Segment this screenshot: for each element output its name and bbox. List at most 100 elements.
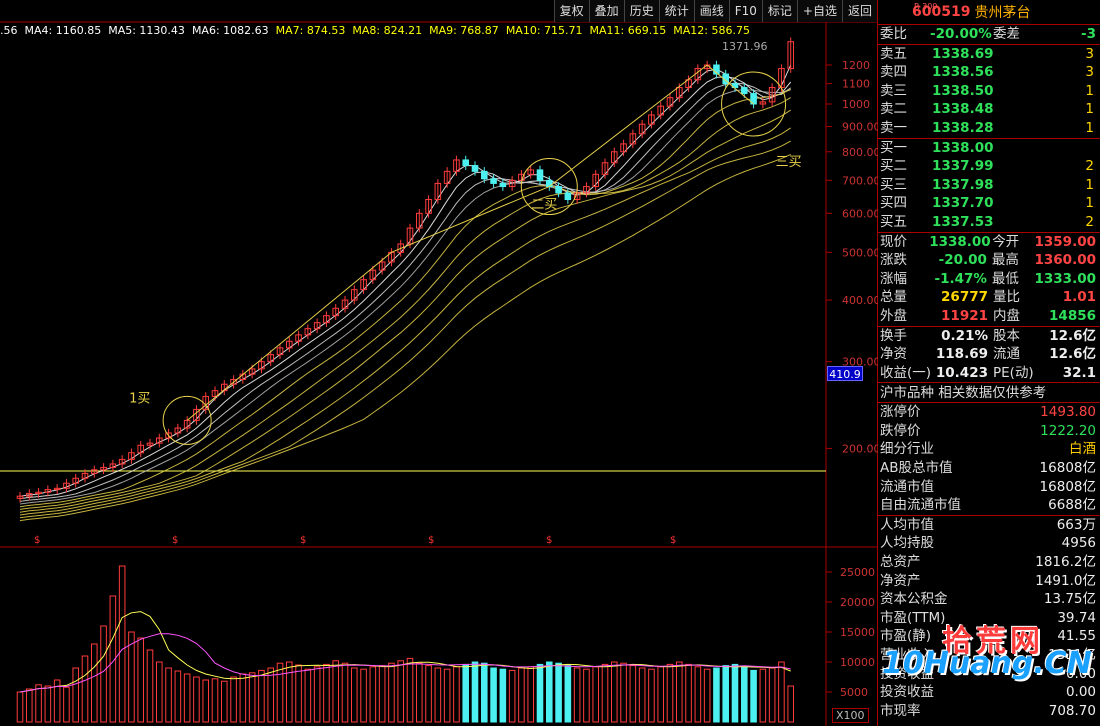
bid-label: 买三: [880, 176, 907, 193]
volume-bar: [592, 666, 600, 723]
trend-arrow-line: [548, 64, 708, 187]
volume-bar: [304, 668, 312, 723]
volume-bar: [685, 663, 692, 723]
ref-label: 涨停价: [880, 404, 921, 421]
toolbar-button-4[interactable]: 画线: [693, 0, 729, 22]
candle-body: [406, 227, 414, 245]
candle-body: [564, 192, 572, 201]
volume-bar: [35, 684, 42, 723]
ma-legend-item-6: MA9: 768.87: [429, 24, 499, 37]
kline-chart-area[interactable]: 1200 1100 1000 900.00 800.00 700.00 600.00 500.…: [0, 0, 878, 726]
toolbar-button-7[interactable]: +自选: [796, 0, 842, 22]
event-marker-icon: $: [34, 535, 40, 546]
ref-row-3: AB股总市值 16808亿: [878, 459, 1100, 478]
watermark-bottom: 10Huang.CN: [882, 646, 1092, 681]
volume-bar: [768, 667, 776, 723]
quote-value-2: 1359.00: [1034, 233, 1097, 250]
ref2-row-10: 市现率 708.70: [878, 702, 1100, 721]
volume-bar: [620, 662, 627, 723]
ref2-label: 资本公积金: [880, 591, 948, 608]
ref2-label: 人均市值: [880, 516, 934, 533]
toolbar-button-0[interactable]: 复权: [553, 0, 589, 22]
bid-volume: 1: [1085, 176, 1094, 193]
high-price-annotation: 1371.96: [722, 40, 768, 53]
candle-body: [434, 182, 442, 201]
quote-label: 外盘: [880, 307, 907, 324]
candle-body: [518, 173, 525, 181]
ref2-label: 市现率: [880, 702, 921, 719]
volume-bar: [388, 662, 395, 723]
ask-price: 1338.48: [932, 101, 994, 118]
candle-body: [620, 143, 627, 153]
candle-body: [44, 489, 52, 493]
toolbar-button-8[interactable]: 返回: [841, 0, 877, 22]
toolbar-button-5[interactable]: F10: [728, 0, 762, 22]
candle-body: [91, 469, 98, 474]
price-tick-label: 1000: [842, 98, 870, 111]
candle-body: [592, 173, 600, 188]
event-marker-icon: $: [670, 535, 676, 546]
volume-bar: [239, 673, 247, 723]
volume-bar: [462, 663, 469, 723]
candle-body: [508, 179, 516, 188]
toolbar-button-2[interactable]: 历史: [623, 0, 659, 22]
buy-point-circle: [721, 71, 787, 137]
ask-label: 卖二: [880, 101, 907, 118]
candle-body: [527, 169, 535, 175]
quote-label: 现价: [880, 233, 907, 250]
candle-body: [425, 199, 432, 214]
ask-row-4[interactable]: 卖一 1338.28 1: [878, 119, 1100, 138]
ref2-label: 人均持股: [880, 535, 934, 552]
bid-row-2[interactable]: 买三 1337.98 1: [878, 176, 1100, 195]
candle-body: [109, 463, 117, 468]
volume-bar: [406, 657, 414, 723]
ask-row-0[interactable]: 卖五 1338.69 3: [878, 45, 1100, 64]
volume-tick-label: 15000: [840, 626, 875, 639]
ma-line-38: [19, 153, 791, 522]
ref-value: 白酒: [1069, 441, 1096, 458]
ask-row-3[interactable]: 卖二 1338.48 1: [878, 100, 1100, 119]
quote-label-2: 最低: [991, 270, 1019, 287]
candle-body: [369, 269, 377, 281]
volume-unit-label[interactable]: X100: [832, 708, 869, 723]
quote-value-2: 14856: [1049, 307, 1096, 324]
bid-volume: 2: [1085, 213, 1094, 230]
bid-row-4[interactable]: 买五 1337.53 2: [878, 213, 1100, 232]
volume-bar: [536, 663, 544, 723]
bid-row-0[interactable]: 买一 1338.00: [878, 139, 1100, 158]
volume-bar: [508, 669, 516, 723]
volume-bar: [63, 686, 70, 723]
toolbar-button-3[interactable]: 统计: [658, 0, 694, 22]
volume-bar: [629, 665, 637, 723]
kline-chart-svg[interactable]: 1200 1100 1000 900.00 800.00 700.00 600.00 500.…: [0, 0, 878, 726]
order-ratio-row: 委比 -20.00% 委差 -3: [878, 25, 1100, 44]
candle-body: [323, 315, 330, 324]
bid-label: 买一: [880, 139, 907, 156]
volume-bar: [601, 663, 609, 723]
volume-bar: [267, 667, 274, 723]
volume-bar: [741, 666, 748, 723]
candle-body: [128, 452, 135, 460]
ma-legend-item-4: MA7: 874.53: [275, 24, 346, 37]
toolbar-button-1[interactable]: 叠加: [588, 0, 624, 22]
volume-ma-10: [19, 633, 791, 693]
event-marker-icon: $: [546, 535, 552, 546]
ref2-row-0: 人均市值 663万: [878, 516, 1100, 535]
event-marker-icon: $: [428, 535, 434, 546]
ask-price: 1338.50: [932, 82, 994, 99]
candle-body: [443, 170, 451, 184]
volume-bar: [750, 669, 757, 723]
ref-value: 1222.20: [1040, 422, 1096, 439]
toolbar-button-6[interactable]: 标记: [761, 0, 797, 22]
candle-body: [629, 133, 637, 145]
candle-body: [276, 347, 284, 356]
ask-row-2[interactable]: 卖三 1338.50 1: [878, 82, 1100, 101]
bid-row-1[interactable]: 买二 1337.99 2: [878, 157, 1100, 176]
ask-row-1[interactable]: 卖四 1338.56 3: [878, 63, 1100, 82]
volume-bar: [81, 655, 89, 723]
bid-row-3[interactable]: 买四 1337.70 1: [878, 194, 1100, 213]
quote-label-2: 量比: [993, 289, 1020, 306]
volume-bar: [759, 668, 767, 723]
volume-bar: [211, 678, 219, 723]
ask-price: 1338.56: [932, 64, 994, 81]
